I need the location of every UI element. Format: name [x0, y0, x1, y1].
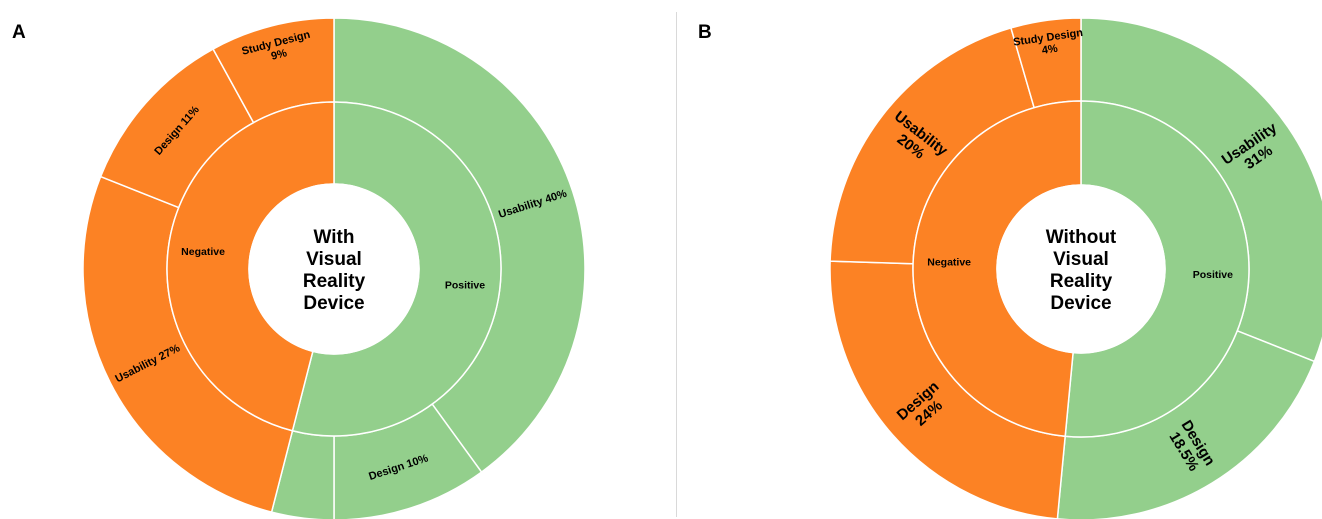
inner-segment-label: Positive	[1193, 269, 1233, 281]
center-circle	[996, 184, 1166, 354]
inner-segment-label: Negative	[181, 246, 225, 258]
panel-divider	[676, 12, 677, 517]
sunburst-chart-b: Usability31%Design18.5%Design24%Usabilit…	[829, 17, 1322, 519]
center-label: Without Visual Reality Device	[1046, 227, 1117, 314]
panel-label-b: B	[698, 22, 712, 43]
chart-panel-a: A Usability 40% Design 10% Usability 27% De…	[12, 17, 586, 519]
center-circle	[248, 183, 420, 355]
inner-segment-label: Positive	[445, 279, 485, 291]
inner-segment-label: Negative	[927, 257, 971, 269]
panel-label-a: A	[12, 22, 26, 43]
center-label: With Visual Reality Device	[303, 227, 366, 314]
sunburst-chart-a: Usability 40%Design 10%Usability 27%Desi…	[82, 17, 586, 519]
chart-panel-b: B Usability31% Design18.5% Design24% Usabil…	[677, 0, 1322, 519]
